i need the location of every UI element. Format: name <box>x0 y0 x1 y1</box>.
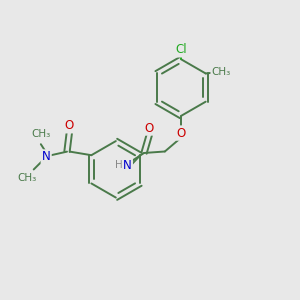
Text: O: O <box>145 122 154 134</box>
Text: CH₃: CH₃ <box>17 173 37 183</box>
Text: Cl: Cl <box>176 43 187 56</box>
Text: N: N <box>123 159 132 172</box>
Text: O: O <box>65 119 74 132</box>
Text: CH₃: CH₃ <box>212 67 231 77</box>
Text: H: H <box>115 160 122 170</box>
Text: CH₃: CH₃ <box>31 129 50 140</box>
Text: N: N <box>42 151 51 164</box>
Text: O: O <box>177 127 186 140</box>
